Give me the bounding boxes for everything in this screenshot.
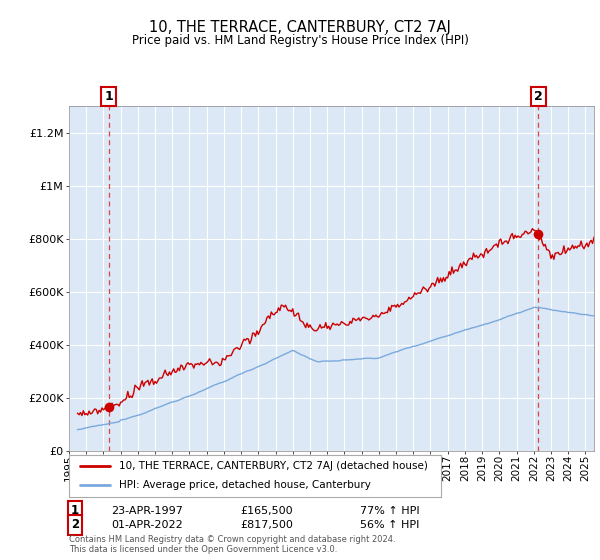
Text: 56% ↑ HPI: 56% ↑ HPI <box>360 520 419 530</box>
Text: 10, THE TERRACE, CANTERBURY, CT2 7AJ (detached house): 10, THE TERRACE, CANTERBURY, CT2 7AJ (de… <box>119 461 428 471</box>
Text: 10, THE TERRACE, CANTERBURY, CT2 7AJ: 10, THE TERRACE, CANTERBURY, CT2 7AJ <box>149 20 451 35</box>
Text: 2: 2 <box>533 90 542 103</box>
Text: Price paid vs. HM Land Registry's House Price Index (HPI): Price paid vs. HM Land Registry's House … <box>131 34 469 46</box>
Text: 77% ↑ HPI: 77% ↑ HPI <box>360 506 419 516</box>
Text: 1: 1 <box>104 90 113 103</box>
Text: £817,500: £817,500 <box>240 520 293 530</box>
Text: Contains HM Land Registry data © Crown copyright and database right 2024.
This d: Contains HM Land Registry data © Crown c… <box>69 535 395 554</box>
Text: 01-APR-2022: 01-APR-2022 <box>111 520 183 530</box>
Text: 1: 1 <box>71 504 79 517</box>
Text: HPI: Average price, detached house, Canterbury: HPI: Average price, detached house, Cant… <box>119 480 371 491</box>
Text: 23-APR-1997: 23-APR-1997 <box>111 506 183 516</box>
Text: £165,500: £165,500 <box>240 506 293 516</box>
Text: 2: 2 <box>71 518 79 531</box>
